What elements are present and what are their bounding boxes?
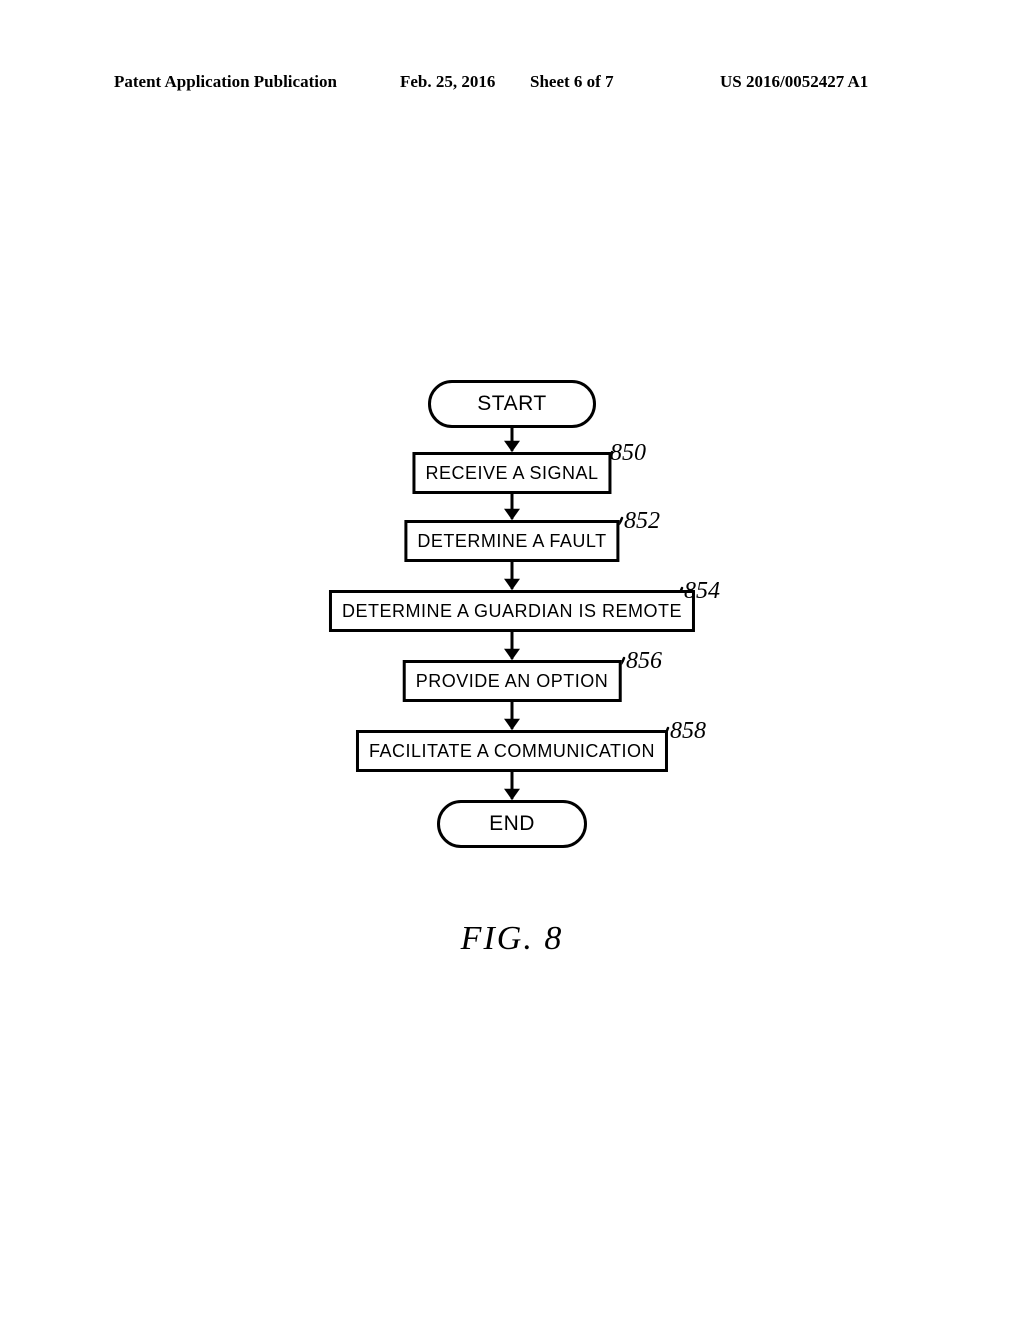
page: Patent Application Publication Feb. 25, … <box>0 0 1024 1320</box>
header-sheet: Sheet 6 of 7 <box>530 72 614 92</box>
process-n854: DETERMINE A GUARDIAN IS REMOTE <box>329 590 695 632</box>
ref-label-850: 850 <box>610 440 646 467</box>
process-n856: PROVIDE AN OPTION <box>403 660 622 702</box>
node-label: DETERMINE A GUARDIAN IS REMOTE <box>342 601 682 622</box>
header-publication: Patent Application Publication <box>114 72 337 92</box>
node-label: FACILITATE A COMMUNICATION <box>369 741 655 762</box>
node-label: END <box>489 812 535 836</box>
node-label: DETERMINE A FAULT <box>417 531 606 552</box>
start-terminal: START <box>428 380 596 428</box>
ref-label-854: 854 <box>684 578 720 605</box>
header-app-number: US 2016/0052427 A1 <box>720 72 868 92</box>
process-n852: DETERMINE A FAULT <box>404 520 619 562</box>
header-date: Feb. 25, 2016 <box>400 72 495 92</box>
node-label: START <box>477 392 546 416</box>
process-n858: FACILITATE A COMMUNICATION <box>356 730 668 772</box>
end-terminal: END <box>437 800 587 848</box>
ref-label-852: 852 <box>624 508 660 535</box>
figure-caption: FIG. 8 <box>461 920 564 958</box>
ref-label-858: 858 <box>670 718 706 745</box>
ref-label-856: 856 <box>626 648 662 675</box>
node-label: PROVIDE AN OPTION <box>416 671 609 692</box>
node-label: RECEIVE A SIGNAL <box>425 463 598 484</box>
process-n850: RECEIVE A SIGNAL <box>412 452 611 494</box>
